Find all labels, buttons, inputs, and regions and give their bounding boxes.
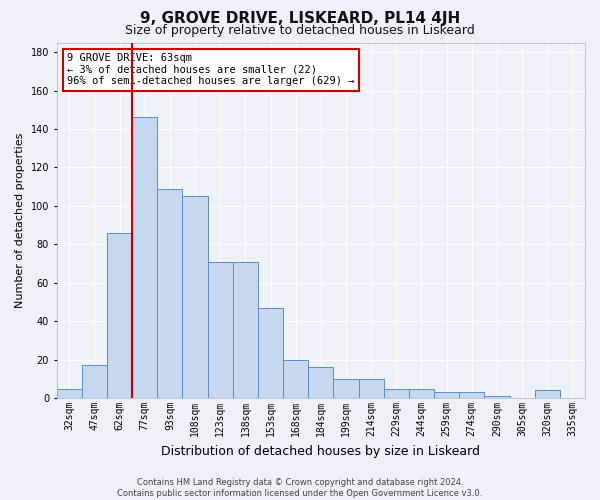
Bar: [384, 388, 409, 398]
X-axis label: Distribution of detached houses by size in Liskeard: Distribution of detached houses by size …: [161, 444, 481, 458]
Text: Contains HM Land Registry data © Crown copyright and database right 2024.
Contai: Contains HM Land Registry data © Crown c…: [118, 478, 482, 498]
Bar: [107, 233, 132, 398]
Bar: [283, 360, 308, 398]
Bar: [308, 368, 334, 398]
Bar: [484, 396, 509, 398]
Bar: [132, 118, 157, 398]
Bar: [233, 262, 258, 398]
Bar: [258, 308, 283, 398]
Text: 9 GROVE DRIVE: 63sqm
← 3% of detached houses are smaller (22)
96% of semi-detach: 9 GROVE DRIVE: 63sqm ← 3% of detached ho…: [67, 53, 355, 86]
Bar: [434, 392, 459, 398]
Bar: [459, 392, 484, 398]
Bar: [56, 388, 82, 398]
Text: Size of property relative to detached houses in Liskeard: Size of property relative to detached ho…: [125, 24, 475, 37]
Bar: [208, 262, 233, 398]
Bar: [182, 196, 208, 398]
Bar: [82, 366, 107, 398]
Bar: [409, 388, 434, 398]
Y-axis label: Number of detached properties: Number of detached properties: [15, 132, 25, 308]
Bar: [359, 379, 384, 398]
Text: 9, GROVE DRIVE, LISKEARD, PL14 4JH: 9, GROVE DRIVE, LISKEARD, PL14 4JH: [140, 11, 460, 26]
Bar: [535, 390, 560, 398]
Bar: [334, 379, 359, 398]
Bar: [157, 188, 182, 398]
